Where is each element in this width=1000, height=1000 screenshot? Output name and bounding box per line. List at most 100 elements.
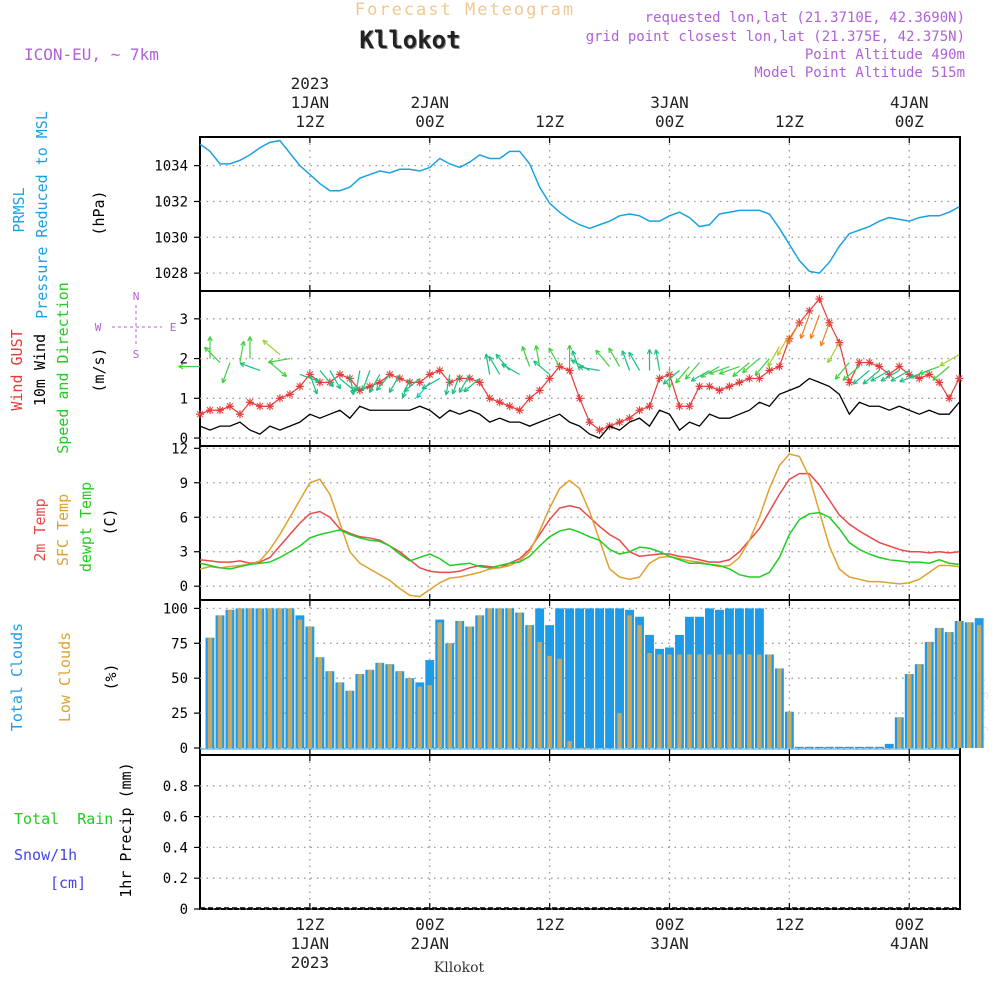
wind-arrow-shaft xyxy=(452,374,461,395)
gust-marker-d xyxy=(496,398,504,406)
wind-arrow-head xyxy=(842,375,846,381)
gust-marker xyxy=(765,366,774,375)
gust-marker xyxy=(705,382,714,391)
wind-arrow-head xyxy=(684,374,688,380)
wind-labels: Wind GUST 10m Wind Speed and Direction (… xyxy=(8,282,108,454)
gust-marker xyxy=(515,406,524,415)
gust-marker xyxy=(895,362,904,371)
wind-arrow-head xyxy=(361,385,364,391)
total-cloud-bar xyxy=(605,608,615,749)
wind-arrow-head xyxy=(362,386,367,391)
gust-marker-d xyxy=(506,402,514,410)
wind-arrow xyxy=(834,362,850,380)
wind-arrow-head xyxy=(675,380,681,384)
gust-marker xyxy=(345,374,354,383)
gust-marker xyxy=(485,394,494,403)
wind-arrow xyxy=(484,353,491,375)
wind-arrow-head xyxy=(178,365,184,370)
wind-arrow-shaft xyxy=(700,365,720,378)
wind-arrow-head xyxy=(653,349,657,355)
wind-arrow-head xyxy=(312,390,318,395)
wind-arrow xyxy=(533,360,551,375)
low-cloud-bar xyxy=(317,657,323,749)
wind-arrow-head xyxy=(621,350,623,356)
low-cloud-bar xyxy=(697,654,702,749)
top-time-label: 4JAN xyxy=(890,93,929,112)
wind-arrow xyxy=(799,314,810,340)
gust-marker xyxy=(805,306,814,315)
low-cloud-bar xyxy=(937,627,942,749)
panel-wind: 0 1 2 3 xyxy=(178,290,964,447)
gust-marker-d xyxy=(945,394,953,402)
wind-arrow-head xyxy=(314,380,320,383)
gust-marker-d xyxy=(815,295,823,303)
wind-arrow xyxy=(329,370,342,390)
top-time-label: 12Z xyxy=(775,112,804,131)
wind-arrow-shaft xyxy=(375,374,391,391)
wind-arrow-head xyxy=(249,336,253,342)
wind-arrow-head xyxy=(444,389,447,396)
wind-arrow xyxy=(890,369,910,382)
gust-marker xyxy=(875,362,884,371)
low-cloud-bar xyxy=(567,741,572,749)
top-time-label: 00Z xyxy=(415,112,444,131)
wind-arrow-head xyxy=(416,395,422,399)
gust-marker xyxy=(735,378,744,387)
wind-arrow-shaft xyxy=(485,353,491,375)
bottom-time-label: 00Z xyxy=(895,915,924,934)
wind-arrow xyxy=(662,370,680,385)
wind-arrow-head xyxy=(421,384,426,390)
wind-arrow-head xyxy=(239,362,245,368)
wind-arrow-head xyxy=(820,342,825,347)
low-cloud-bar xyxy=(907,674,912,749)
wind-arrow-head xyxy=(262,339,268,343)
wind-arrow xyxy=(267,357,291,365)
gust-marker-d xyxy=(696,383,703,390)
low-cloud-bar xyxy=(337,682,343,749)
cloud-label-low: Low Clouds xyxy=(56,632,74,722)
wind-arrow-head xyxy=(718,369,724,375)
wind-arrow-shaft xyxy=(685,362,700,380)
wind-arrow-shaft xyxy=(548,347,561,367)
low-cloud-bar xyxy=(357,674,363,749)
gust-marker xyxy=(215,406,224,415)
wind-arrow-head xyxy=(777,352,782,356)
wind-arrow-head xyxy=(852,382,859,385)
gust-marker-d xyxy=(806,307,813,315)
gust-marker-d xyxy=(486,394,494,402)
wind-arrow-head xyxy=(204,346,207,353)
wind-arrow-shaft xyxy=(932,366,950,381)
wind-arrow-head xyxy=(708,369,714,375)
wind-arrow-shaft xyxy=(329,370,341,390)
pressure-label-msl: Pressure Reduced to MSL xyxy=(33,111,51,319)
y-tick-label: 0 xyxy=(180,431,188,447)
panel-pressure: 1028 1030 1032 1034 xyxy=(154,136,961,292)
wind-arrow xyxy=(621,350,631,371)
wind-arrow-head xyxy=(835,376,841,380)
wind-arrow-shaft xyxy=(820,322,830,347)
total-cloud-bar xyxy=(565,608,575,749)
wind-arrow-head xyxy=(909,377,915,379)
wind-arrow-head xyxy=(533,360,537,366)
wind-arrow xyxy=(451,374,461,395)
wind-arrow-head xyxy=(535,345,540,350)
model-altitude: Model Point Altitude 515m xyxy=(754,65,965,81)
wind-arrow-head xyxy=(495,354,498,360)
gust-marker xyxy=(595,426,604,435)
gust-marker xyxy=(585,418,594,427)
wind-arrow-head xyxy=(919,373,925,375)
total-cloud-bar xyxy=(814,746,824,749)
y-tick-label: 6 xyxy=(180,510,188,526)
wind-arrow xyxy=(309,374,319,395)
wind-arrow-head xyxy=(786,340,792,345)
wind-arrow-shaft xyxy=(403,377,421,393)
low-cloud-bar xyxy=(647,653,652,749)
wind-arrow-head xyxy=(880,376,885,382)
wind-arrow-head xyxy=(328,384,334,388)
low-cloud-bar xyxy=(257,608,263,749)
wind-arrow-shaft xyxy=(319,370,334,388)
low-cloud-bar xyxy=(777,668,782,749)
wind-arrow-head xyxy=(690,376,695,382)
gust-marker xyxy=(945,394,954,403)
low-cloud-bar xyxy=(757,654,762,749)
